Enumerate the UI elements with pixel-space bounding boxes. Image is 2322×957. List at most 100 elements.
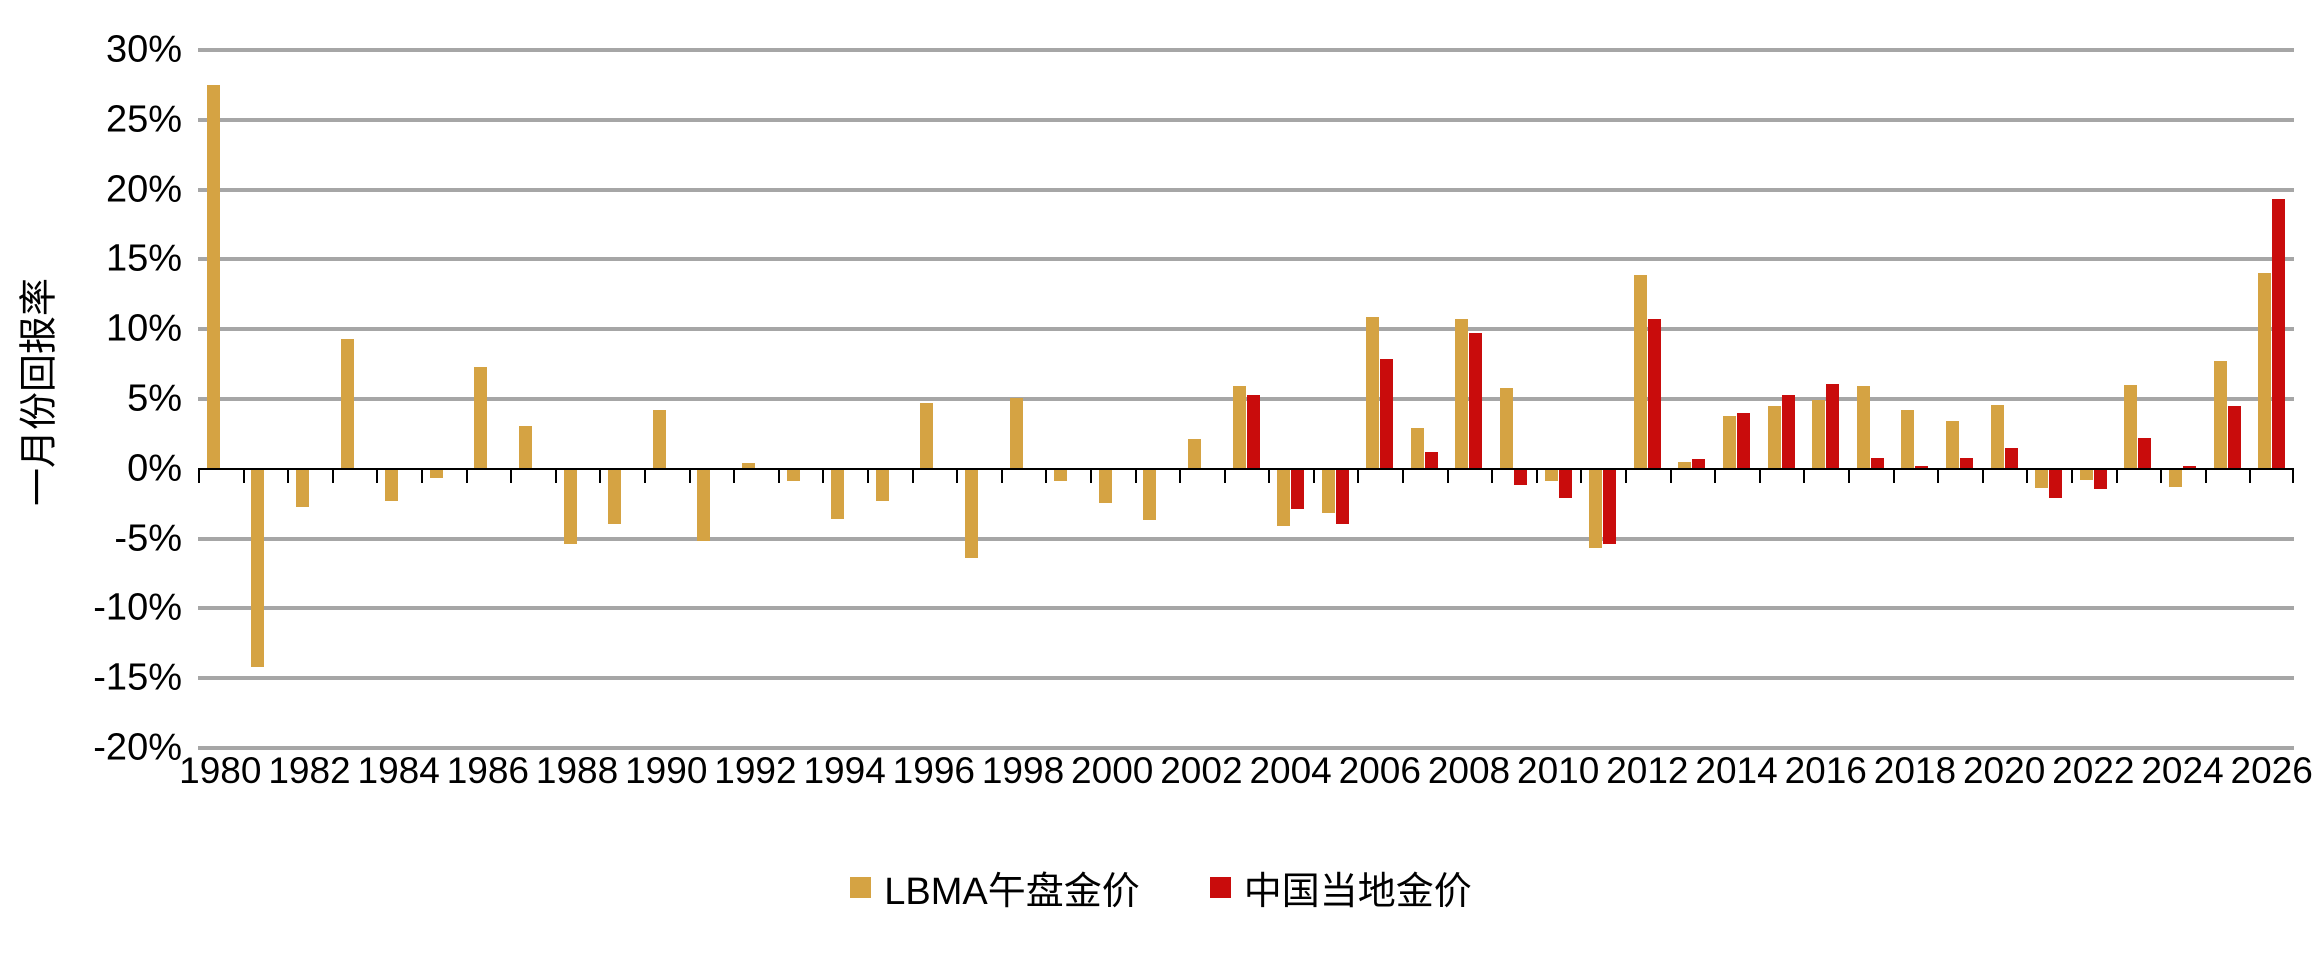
bar-lbma-2025	[2213, 361, 2227, 469]
bar-china-2012	[1647, 319, 1661, 469]
x-axis-tick	[1134, 469, 1137, 483]
x-axis-tick-label: 2026	[2230, 750, 2313, 791]
bar-lbma-1980	[206, 84, 220, 469]
bar-china-2010	[1558, 469, 1572, 498]
x-axis-tick	[331, 469, 334, 483]
bar-lbma-1999	[1054, 469, 1068, 481]
x-axis-tick-label: 1988	[535, 750, 619, 791]
x-axis-tick-label: 1984	[357, 750, 440, 791]
y-axis-tick-label: 30%	[105, 28, 182, 71]
x-axis-tick	[866, 469, 869, 483]
x-axis-tick-label: 2008	[1427, 750, 1511, 791]
bar-lbma-1988	[563, 469, 577, 544]
x-axis-tick	[1803, 469, 1806, 483]
china-series-swatch	[1209, 876, 1231, 898]
china-series-label: 中国当地金价	[1243, 870, 1472, 913]
gridline	[198, 676, 2294, 681]
x-axis-tick-label: 2010	[1517, 750, 1600, 791]
x-axis-tick	[1179, 469, 1182, 483]
x-axis-tick	[2071, 469, 2074, 483]
x-axis-tick-label: 1998	[981, 750, 1065, 791]
lbma-series-label: LBMA午盘金价	[884, 870, 1140, 913]
x-axis-tick	[1268, 469, 1271, 483]
bar-lbma-2007	[1410, 428, 1424, 469]
bar-lbma-2014	[1723, 415, 1737, 469]
bar-china-2020	[2004, 447, 2018, 469]
x-axis-tick-label: 2014	[1695, 750, 1778, 791]
y-axis-labels: 30% 25% 20% 15% 10% 5% 0% -5% -10% -15% -20%	[0, 0, 182, 957]
x-axis-tick	[1491, 469, 1494, 483]
gridline	[198, 48, 2294, 52]
x-axis-tick	[1045, 469, 1048, 483]
bar-china-2018	[1915, 466, 1929, 469]
bar-lbma-2000	[1098, 469, 1112, 504]
bar-china-2022	[2093, 469, 2107, 490]
bar-lbma-1993	[786, 469, 800, 481]
x-axis-tick	[643, 469, 646, 483]
y-axis-tick-label: -15%	[93, 656, 182, 699]
bar-lbma-1991	[697, 469, 711, 541]
bar-lbma-1985	[429, 469, 443, 479]
x-axis-tick	[2160, 469, 2163, 483]
x-axis-tick-label: 1994	[803, 750, 886, 791]
bar-lbma-2002	[1187, 439, 1201, 469]
x-axis-tick	[1669, 469, 1672, 483]
x-axis-tick	[510, 469, 513, 483]
bar-china-2009	[1514, 469, 1528, 486]
bar-lbma-1984	[385, 469, 399, 501]
y-axis-tick-label: 15%	[105, 237, 182, 280]
x-axis-tick	[2292, 469, 2294, 483]
x-axis-tick	[1981, 469, 1984, 483]
x-axis-tick	[1000, 469, 1003, 483]
bar-china-2005	[1335, 469, 1349, 525]
bar-lbma-1989	[608, 469, 622, 525]
x-axis-tick-label: 2016	[1784, 750, 1867, 791]
x-axis-tick	[1758, 469, 1761, 483]
x-axis-tick	[1223, 469, 1226, 483]
x-axis-tick	[420, 469, 423, 483]
bar-lbma-2013	[1678, 461, 1692, 469]
x-axis-tick	[1312, 469, 1315, 483]
lbma-series-swatch	[850, 876, 872, 898]
bar-china-2026	[2272, 199, 2286, 469]
bar-lbma-1981	[251, 469, 265, 667]
bar-lbma-2019	[1946, 421, 1960, 469]
x-axis-tick-label: 1996	[892, 750, 975, 791]
x-axis-tick	[1089, 469, 1092, 483]
x-axis-tick-label: 1990	[625, 750, 708, 791]
bar-lbma-1998	[1009, 397, 1023, 469]
y-axis-tick-label: 20%	[105, 168, 182, 211]
legend-item-china: 中国当地金价	[1209, 860, 1472, 915]
bar-lbma-1987	[518, 425, 532, 469]
y-axis-tick-label: 0%	[127, 447, 182, 490]
bar-lbma-2005	[1321, 469, 1335, 514]
bar-lbma-1995	[875, 469, 889, 501]
bar-china-2011	[1603, 469, 1617, 544]
x-axis-tick	[2026, 469, 2029, 483]
bar-china-2003	[1246, 394, 1260, 469]
bar-lbma-2012	[1633, 274, 1647, 469]
x-axis-tick	[911, 469, 914, 483]
bar-china-2014	[1737, 412, 1751, 469]
bar-china-2017	[1870, 457, 1884, 469]
x-axis-tick	[1357, 469, 1360, 483]
x-axis-tick-label: 2022	[2052, 750, 2135, 791]
x-axis-tick	[465, 469, 468, 483]
x-axis-tick	[1937, 469, 1940, 483]
bar-china-2025	[2227, 405, 2241, 469]
bar-lbma-2016	[1812, 400, 1826, 469]
bar-lbma-2024	[2169, 469, 2182, 487]
x-axis-tick-label: 2000	[1071, 750, 1154, 791]
bar-lbma-2017	[1856, 386, 1870, 469]
bar-lbma-2026	[2258, 273, 2272, 469]
x-axis-tick-label: 2012	[1606, 750, 1689, 791]
x-axis-tick	[2115, 469, 2118, 483]
bar-lbma-2009	[1500, 387, 1514, 469]
bar-lbma-2003	[1232, 386, 1246, 469]
x-axis-tick	[777, 469, 780, 483]
y-axis-tick-label: -20%	[93, 726, 182, 769]
gridline	[198, 606, 2294, 611]
plot-area	[198, 48, 2294, 750]
x-axis-tick-label: 1992	[714, 750, 797, 791]
bar-china-2004	[1291, 469, 1305, 509]
